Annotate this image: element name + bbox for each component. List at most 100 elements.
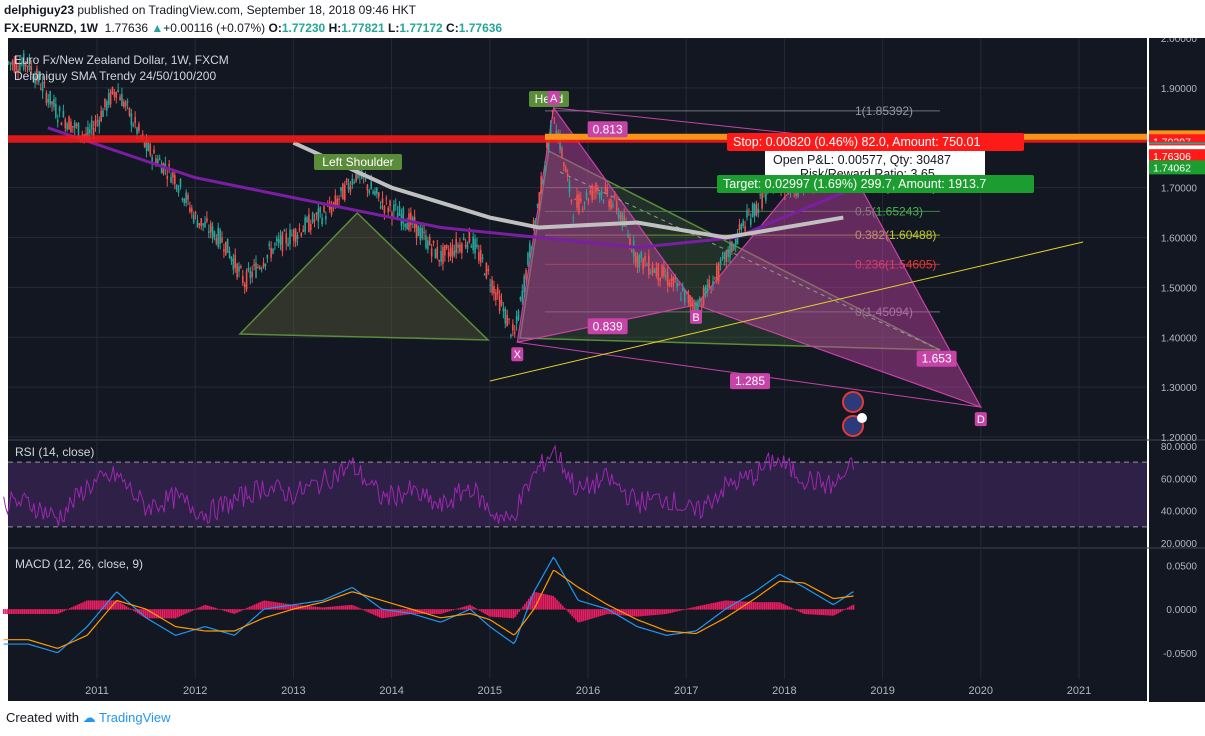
harmonic-ratio-box xyxy=(730,373,771,390)
macd-histogram-bar xyxy=(102,600,105,610)
candle-body xyxy=(128,107,131,116)
candle-body xyxy=(479,250,482,263)
candle-body xyxy=(196,220,199,228)
candle-body xyxy=(612,205,614,207)
macd-histogram-bar xyxy=(129,608,132,610)
macd-histogram-bar xyxy=(388,609,390,618)
macd-histogram-bar xyxy=(127,607,130,610)
macd-histogram-bar xyxy=(669,609,672,614)
author-name[interactable]: delphiguy23 xyxy=(4,3,75,17)
macd-histogram-bar xyxy=(361,609,364,610)
candle-body xyxy=(258,266,261,270)
candle-body xyxy=(668,282,671,287)
macd-histogram-bar xyxy=(91,600,94,610)
harmonic-point-box xyxy=(690,309,703,324)
macd-histogram-bar xyxy=(161,609,164,619)
low-value: 1.77172 xyxy=(399,21,443,35)
candle-body xyxy=(300,232,303,237)
macd-histogram-bar xyxy=(796,609,798,611)
candle-body xyxy=(734,237,737,246)
candle-body xyxy=(24,61,27,67)
macd-histogram-bar xyxy=(541,593,543,610)
macd-label: MACD (12, 26, close, 9) xyxy=(15,557,143,571)
harmonic-ratio-label: 0.813 xyxy=(593,122,623,136)
macd-histogram-bar xyxy=(471,605,473,610)
candle-body xyxy=(600,191,603,195)
macd-histogram-bar xyxy=(797,609,800,612)
left-shoulder-triangle xyxy=(238,211,490,341)
macd-histogram-bar xyxy=(74,605,77,610)
candle-body xyxy=(721,257,724,259)
macd-histogram-bar xyxy=(101,600,103,610)
time-axis-tick: 2013 xyxy=(281,685,305,697)
candle-body xyxy=(34,76,36,84)
candle-body xyxy=(170,176,172,183)
candle-body xyxy=(243,284,246,287)
macd-histogram-bar xyxy=(675,609,677,612)
macd-histogram-bar xyxy=(33,609,35,614)
candle-body xyxy=(466,242,469,249)
macd-histogram-bar xyxy=(310,606,313,610)
macd-histogram-bar xyxy=(830,609,832,616)
candle-body xyxy=(795,193,797,196)
macd-histogram-bar xyxy=(210,606,213,610)
macd-histogram-bar xyxy=(561,605,564,610)
candle-body xyxy=(423,231,425,233)
macd-histogram-bar xyxy=(805,609,808,615)
macd-histogram-bar xyxy=(567,609,570,613)
candle-body xyxy=(529,243,531,258)
macd-histogram-bar xyxy=(136,609,139,614)
macd-histogram-bar xyxy=(777,602,779,610)
candle-body xyxy=(283,230,286,232)
candle-body xyxy=(366,184,369,191)
macd-histogram-bar xyxy=(382,609,385,619)
candle-body xyxy=(191,208,193,213)
macd-histogram-bar xyxy=(703,604,706,610)
candle-body xyxy=(627,233,629,237)
candle-body xyxy=(315,212,318,215)
candle-body xyxy=(553,122,556,124)
candle-body xyxy=(66,123,68,130)
left-shoulder-label-box xyxy=(314,154,402,170)
candle-body xyxy=(119,96,121,101)
time-axis-tick: 2019 xyxy=(870,685,894,697)
macd-histogram-bar xyxy=(308,606,311,610)
candle-body xyxy=(680,298,682,300)
candle-body xyxy=(21,61,23,65)
macd-histogram-bar xyxy=(794,609,796,610)
macd-histogram-bar xyxy=(133,609,135,612)
macd-histogram-bar xyxy=(580,609,583,622)
macd-histogram-bar xyxy=(607,609,609,615)
candle-body xyxy=(717,264,720,282)
candle-body xyxy=(623,215,626,226)
candle-body xyxy=(181,198,184,200)
candle-body xyxy=(204,221,206,228)
candle-body xyxy=(506,314,508,327)
candle-body xyxy=(651,265,654,273)
candle-body xyxy=(759,194,762,196)
candle-body xyxy=(712,280,714,285)
candle-body xyxy=(64,119,67,129)
candle-body xyxy=(489,284,491,286)
macd-histogram-bar xyxy=(682,609,685,610)
macd-histogram-bar xyxy=(339,605,341,610)
candle-body xyxy=(277,239,280,243)
candle-body xyxy=(617,211,620,219)
macd-histogram-bar xyxy=(771,602,774,610)
macd-histogram-bar xyxy=(259,601,262,610)
macd-histogram-bar xyxy=(2,609,5,614)
candle-body xyxy=(147,142,150,152)
candle-body xyxy=(85,133,87,137)
macd-histogram-bar xyxy=(52,609,54,614)
candle-body xyxy=(595,183,597,192)
chart-area[interactable]: 2011 2012 2013 2014 2015 2016 2017 2018 2019 2020… xyxy=(0,38,1205,702)
macd-histogram-bar xyxy=(784,604,787,610)
candle-body xyxy=(444,245,446,256)
tradingview-link[interactable]: TradingView xyxy=(99,710,171,725)
candle-body xyxy=(564,166,567,173)
macd-histogram-bar xyxy=(786,605,789,610)
macd-histogram-bar xyxy=(790,607,792,610)
candle-body xyxy=(736,235,739,245)
price-change: +0.00116 (+0.07%) xyxy=(163,21,266,35)
macd-histogram-bar xyxy=(163,609,166,619)
